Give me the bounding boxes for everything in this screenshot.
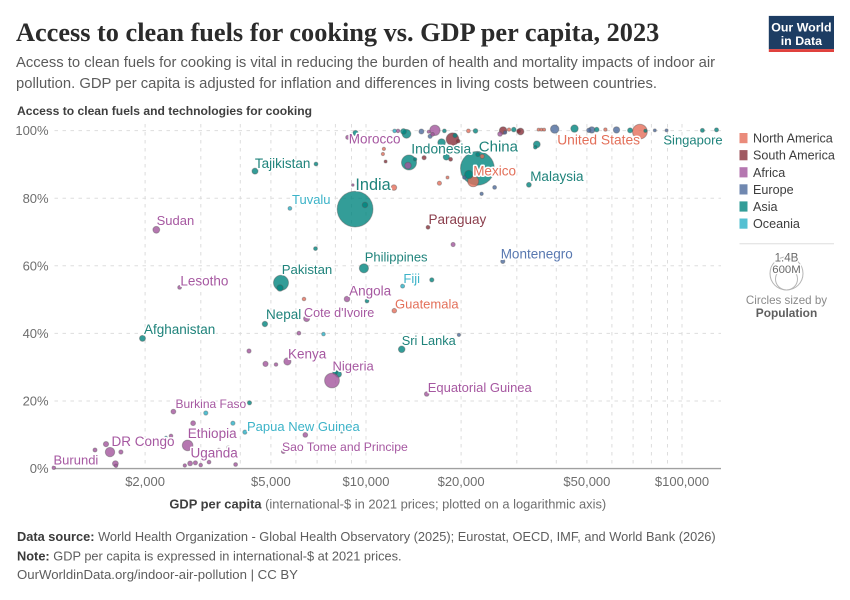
svg-text:Nepal: Nepal bbox=[266, 307, 301, 322]
svg-text:Lesotho: Lesotho bbox=[180, 273, 228, 288]
svg-text:Burundi: Burundi bbox=[54, 452, 99, 467]
svg-text:Access to clean fuels and tech: Access to clean fuels and technologies f… bbox=[17, 104, 312, 118]
svg-text:South America: South America bbox=[753, 149, 835, 163]
svg-text:Paraguay: Paraguay bbox=[429, 212, 487, 227]
svg-text:80%: 80% bbox=[23, 191, 49, 206]
svg-text:Cote d'Ivoire: Cote d'Ivoire bbox=[304, 306, 374, 320]
svg-text:Asia: Asia bbox=[753, 200, 778, 214]
svg-text:DR Congo: DR Congo bbox=[112, 434, 175, 449]
svg-text:Morocco: Morocco bbox=[349, 131, 401, 146]
svg-text:Malaysia: Malaysia bbox=[530, 169, 584, 184]
svg-text:North America: North America bbox=[753, 132, 833, 146]
svg-text:Circles sized by: Circles sized by bbox=[746, 294, 827, 307]
svg-text:$20,000: $20,000 bbox=[438, 474, 485, 489]
svg-text:Data source: World Health Orga: Data source: World Health Organization -… bbox=[17, 529, 716, 544]
svg-text:600M: 600M bbox=[772, 264, 801, 276]
svg-text:100%: 100% bbox=[15, 123, 49, 138]
svg-text:Oceania: Oceania bbox=[753, 217, 800, 231]
svg-text:Montenegro: Montenegro bbox=[501, 247, 573, 262]
svg-text:Europe: Europe bbox=[753, 183, 794, 197]
svg-text:Papua New Guinea: Papua New Guinea bbox=[247, 419, 361, 434]
svg-text:Philippines: Philippines bbox=[365, 249, 428, 264]
svg-text:Uganda: Uganda bbox=[191, 446, 239, 461]
svg-text:20%: 20% bbox=[23, 394, 49, 409]
svg-text:Afghanistan: Afghanistan bbox=[144, 322, 215, 337]
svg-text:in Data: in Data bbox=[781, 34, 822, 48]
svg-text:Access to clean fuels for cook: Access to clean fuels for cooking vs. GD… bbox=[16, 18, 659, 47]
svg-text:Access to clean fuels for cook: Access to clean fuels for cooking is vit… bbox=[16, 55, 715, 71]
svg-text:Fiji: Fiji bbox=[403, 271, 420, 286]
svg-text:Guatemala: Guatemala bbox=[395, 297, 459, 312]
svg-text:Equatorial Guinea: Equatorial Guinea bbox=[428, 380, 533, 395]
svg-text:Sao Tome and Principe: Sao Tome and Principe bbox=[282, 440, 408, 454]
svg-text:$5,000: $5,000 bbox=[251, 474, 291, 489]
svg-text:Singapore: Singapore bbox=[663, 133, 722, 148]
svg-text:$10,000: $10,000 bbox=[343, 474, 390, 489]
svg-text:Mexico: Mexico bbox=[473, 164, 516, 179]
svg-text:Tuvalu: Tuvalu bbox=[292, 192, 331, 207]
svg-text:Indonesia: Indonesia bbox=[411, 142, 471, 157]
svg-text:Kenya: Kenya bbox=[288, 347, 327, 362]
svg-text:United States: United States bbox=[557, 133, 640, 148]
svg-text:India: India bbox=[355, 176, 391, 194]
svg-text:40%: 40% bbox=[23, 326, 49, 341]
svg-text:$100,000: $100,000 bbox=[655, 474, 709, 489]
svg-text:Africa: Africa bbox=[753, 166, 785, 180]
svg-text:Sri Lanka: Sri Lanka bbox=[402, 333, 457, 348]
svg-text:Angola: Angola bbox=[349, 283, 392, 298]
svg-text:Our World: Our World bbox=[771, 21, 831, 35]
svg-text:Sudan: Sudan bbox=[157, 213, 195, 228]
svg-text:Note: GDP per capita is expres: Note: GDP per capita is expressed in int… bbox=[17, 549, 402, 564]
svg-text:1.4B: 1.4B bbox=[775, 252, 799, 265]
svg-text:pollution. GDP per capita is a: pollution. GDP per capita is adjusted fo… bbox=[16, 76, 657, 92]
svg-text:60%: 60% bbox=[23, 258, 49, 273]
svg-text:$2,000: $2,000 bbox=[125, 474, 165, 489]
svg-text:OurWorldinData.org/indoor-air-: OurWorldinData.org/indoor-air-pollution … bbox=[17, 567, 298, 582]
svg-text:China: China bbox=[479, 139, 519, 156]
svg-text:Pakistan: Pakistan bbox=[282, 262, 333, 277]
svg-text:Nigeria: Nigeria bbox=[333, 358, 375, 373]
svg-text:GDP per capita (international-: GDP per capita (international-$ in 2021 … bbox=[169, 497, 606, 512]
svg-text:0%: 0% bbox=[30, 461, 49, 476]
svg-text:Tajikistan: Tajikistan bbox=[255, 156, 311, 171]
svg-text:$50,000: $50,000 bbox=[563, 474, 610, 489]
svg-text:Population: Population bbox=[756, 306, 817, 320]
svg-text:Burkina Faso: Burkina Faso bbox=[176, 397, 247, 411]
svg-text:Ethiopia: Ethiopia bbox=[188, 426, 237, 441]
